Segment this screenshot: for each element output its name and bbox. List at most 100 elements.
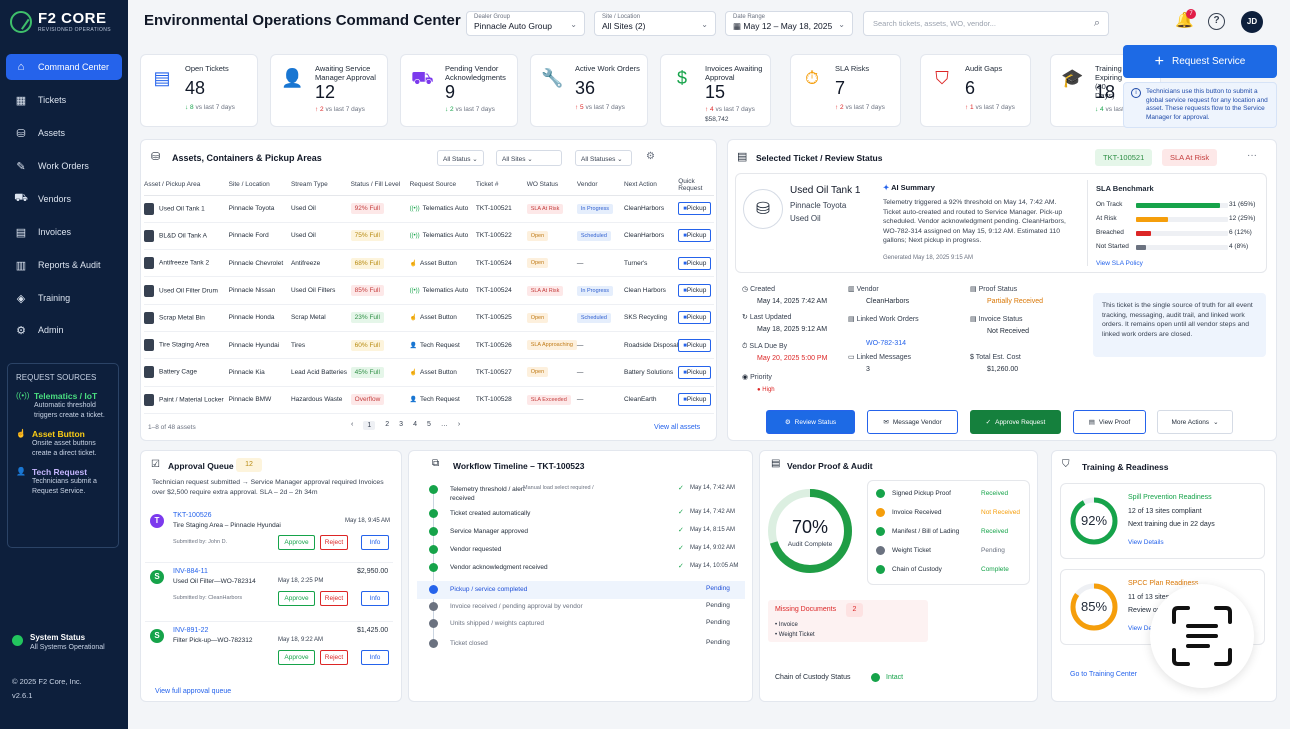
help-icon[interactable]: ? [1208,13,1225,30]
info-button[interactable]: Info [361,650,389,665]
proof-item[interactable]: Manifest / Bill of Lading Received [876,527,1026,545]
sidebar-item-admin[interactable]: ⚙ Admin [6,317,122,343]
review-status-button[interactable]: ⚙ Review Status [766,410,855,434]
pickup-button[interactable]: Pickup [678,311,712,325]
sidebar-item-invoices[interactable]: ▤ Invoices [6,219,122,245]
proof-item[interactable]: Chain of Custody Complete [876,565,1026,583]
training-details-link[interactable]: View Details [1128,539,1164,546]
column-header[interactable]: Quick Request [678,175,714,196]
ticket-link[interactable]: TKT-100521 [475,195,527,223]
workflow-step[interactable]: Vendor requested ✓ May 14, 9:02 AM [417,541,745,559]
training-card[interactable] [1060,483,1265,559]
ticket-link[interactable]: TKT-100522 [475,222,527,251]
reject-button[interactable]: Reject [320,650,348,665]
table-row[interactable]: Tire Staging Area Pinnacle Hyundai Tires 60… [144,331,714,360]
kpi-card[interactable]: $ Invoices Awaiting Approval 15 ↑ 4 vs last… [660,54,771,127]
ticket-link[interactable]: TKT-100524 [475,276,527,305]
approve-button[interactable]: Approve [278,650,315,665]
reject-button[interactable]: Reject [320,591,348,606]
table-row[interactable]: BL&D Oil Tank A Pinnacle Ford Used Oil 75% … [144,222,714,251]
kpi-card[interactable]: 👤 Awaiting Service Manager Approval 12 ↑ 2 … [270,54,388,127]
workflow-step[interactable]: Ticket closed Pending [417,635,745,653]
approval-id[interactable]: INV-884-11 [173,568,208,575]
status-filter[interactable]: All Status ⌄ [437,150,484,166]
search-input[interactable]: Search tickets, assets, WO, vendor... ⌕ [863,11,1109,36]
approval-id[interactable]: INV-891-22 [173,627,209,634]
workflow-step[interactable]: Invoice received / pending approval by v… [417,598,745,616]
pickup-button[interactable]: Pickup [678,365,712,379]
workflow-step[interactable]: Pickup / service completed Pending [417,581,745,599]
more-options-icon[interactable]: ··· [1247,150,1257,161]
table-row[interactable]: Antifreeze Tank 2 Pinnacle Chevrolet Antif… [144,249,714,278]
kpi-card[interactable]: ▤ Open Tickets 48 ↓ 8 vs last 7 days [140,54,258,127]
table-row[interactable]: Used Oil Tank 1 Pinnacle Toyota Used Oil 92… [144,195,714,223]
pickup-button[interactable]: Pickup [678,229,712,243]
approval-item[interactable]: S INV-891-22 Filter Pick-up—WO-782312 May 1… [145,621,393,679]
page-button[interactable]: ‹ [351,421,354,428]
page-button[interactable]: 5 [426,421,431,428]
table-row[interactable]: Used Oil Filter Drum Pinnacle Nissan Used … [144,276,714,305]
brand-logo[interactable]: F2 CORE REVISIONED OPERATIONS [10,10,111,33]
column-header[interactable]: Vendor [576,175,624,196]
statuses-filter[interactable]: All Statuses ⌄ [575,150,632,166]
proof-item[interactable]: Invoice Received Not Received [876,508,1026,526]
kpi-card[interactable]: ⛉ Audit Gaps 6 ↑ 1 vs last 7 days [920,54,1031,127]
settings-icon[interactable]: ⚙ [646,151,655,162]
ticket-link[interactable]: TKT-100526 [475,331,527,360]
column-header[interactable]: Site / Location [228,175,291,196]
page-button[interactable]: 1 [363,421,376,430]
training-center-link[interactable]: Go to Training Center [1070,671,1137,678]
table-row[interactable]: Scrap Metal Bin Pinnacle Honda Scrap Metal… [144,304,714,332]
approve-button[interactable]: Approve [278,591,315,606]
column-header[interactable]: Stream Type [290,175,351,196]
proof-item[interactable]: Signed Pickup Proof Received [876,489,1026,507]
info-button[interactable]: Info [361,535,389,550]
table-row[interactable]: Paint / Material Locker Pinnacle BMW Hazar… [144,386,714,414]
kpi-card[interactable]: ⏱ SLA Risks 7 ↑ 2 vs last 7 days [790,54,901,127]
date-range-select[interactable]: Date Range ▦ May 12 – May 18, 2025 ⌄ [725,11,853,36]
ticket-link[interactable]: TKT-100524 [475,249,527,278]
page-button[interactable]: … [440,421,448,428]
page-button[interactable]: 3 [399,421,404,428]
workflow-step[interactable]: Ticket created automatically ✓ May 14, 7:4… [417,505,745,523]
pickup-button[interactable]: Pickup [678,284,712,298]
sidebar-item-command-center[interactable]: ⌂ Command Center [6,54,122,80]
approval-item[interactable]: S INV-884-11 Used Oil Filter—WO-782314 Subm… [145,562,393,620]
reject-button[interactable]: Reject [320,535,348,550]
pickup-button[interactable]: Pickup [678,256,712,270]
proof-item[interactable]: Weight Ticket Pending [876,546,1026,564]
page-button[interactable]: 4 [413,421,417,428]
scan-button[interactable] [1150,584,1254,688]
column-header[interactable]: Ticket # [475,175,527,196]
page-button[interactable]: › [457,421,461,428]
avatar[interactable]: JD [1241,11,1263,33]
approval-item[interactable]: T TKT-100526 Tire Staging Area – Pinnacle … [145,512,393,564]
sla-policy-link[interactable]: View SLA Policy [1096,260,1143,267]
kpi-card[interactable]: ⛟ Pending Vendor Acknowledgments 9 ↓ 2 vs l… [400,54,518,127]
message-vendor-button[interactable]: ✉ Message Vendor [867,410,958,434]
approve-request-button[interactable]: ✓ Approve Request [970,410,1061,434]
view-approval-queue-link[interactable]: View full approval queue [155,688,232,695]
pickup-button[interactable]: Pickup [678,338,712,352]
column-header[interactable]: WO Status [526,175,577,196]
workflow-step[interactable]: Telemetry threshold / alert received Manu… [417,481,745,502]
column-header[interactable]: Next Action [623,175,679,196]
more-actions-button[interactable]: More Actions ⌄ [1157,410,1233,434]
sites-filter[interactable]: All Sites ⌄ [496,150,562,166]
dealer-group-select[interactable]: Dealer Group Pinnacle Auto Group ⌄ [466,11,585,36]
ticket-link[interactable]: TKT-100527 [475,358,527,387]
workflow-step[interactable]: Vendor acknowledgment received ✓ May 14, 1… [417,559,745,577]
sidebar-item-reports-audit[interactable]: ▥ Reports & Audit [6,252,122,278]
ticket-link[interactable]: TKT-100528 [475,386,527,414]
sidebar-item-work-orders[interactable]: ✎ Work Orders [6,153,122,179]
approval-id[interactable]: TKT-100526 [173,512,212,519]
column-header[interactable]: Request Source [409,175,476,196]
view-all-assets-link[interactable]: View all assets [654,424,701,431]
sidebar-item-vendors[interactable]: ⛟ Vendors [6,186,122,212]
pickup-button[interactable]: Pickup [678,202,712,216]
request-service-button[interactable]: + Request Service [1123,45,1277,78]
view-proof-button[interactable]: ▤ View Proof [1073,410,1146,434]
sidebar-item-training[interactable]: ◈ Training [6,285,122,311]
approve-button[interactable]: Approve [278,535,315,550]
ticket-link[interactable]: TKT-100525 [475,304,527,332]
